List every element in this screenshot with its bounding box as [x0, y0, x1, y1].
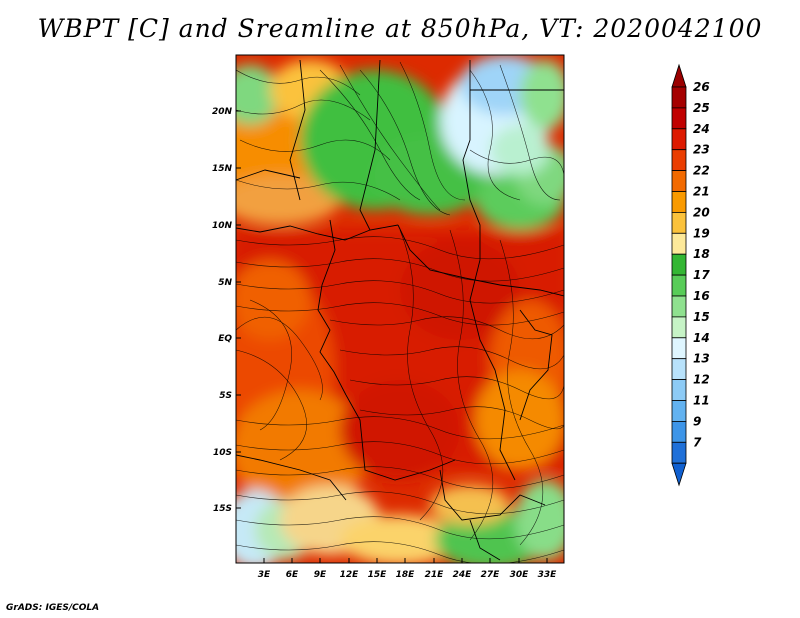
colorbar-label: 17 — [693, 268, 710, 282]
colorbar-segment — [671, 211, 687, 234]
colorbar-label: 23 — [693, 143, 710, 157]
lon-label: 3E — [258, 570, 271, 580]
colorbar-label: 19 — [693, 226, 710, 240]
colorbar-label: 7 — [693, 435, 702, 449]
lat-label: 10N — [212, 221, 233, 231]
lat-label: 10S — [213, 448, 232, 458]
colorbar-label: 25 — [693, 101, 710, 115]
lon-label: 30E — [510, 570, 530, 580]
lat-label: 20N — [212, 107, 233, 117]
colorbar-label: 9 — [693, 414, 701, 428]
lat-label: 15S — [213, 504, 232, 514]
colorbar-label: 14 — [693, 331, 710, 345]
colorbar-label: 12 — [693, 373, 710, 387]
grads-credit: GrADS: IGES/COLA — [6, 603, 100, 613]
colorbar-segment — [671, 191, 687, 213]
lon-label: 9E — [314, 570, 327, 580]
colorbar-label: 22 — [693, 164, 710, 178]
colorbar-segment — [671, 253, 687, 276]
colorbar-label: 18 — [693, 247, 710, 261]
lat-label: 5S — [219, 391, 232, 401]
colorbar-segment — [671, 420, 687, 443]
colorbar: 26 25 24 23 22 21 20 19 18 17 16 15 14 13 12 11 9 7 — [671, 63, 710, 487]
colorbar-segment — [671, 295, 687, 318]
colorbar-segment — [671, 128, 687, 151]
colorbar-segment — [671, 316, 687, 339]
lon-label: 15E — [368, 570, 388, 580]
lon-label: 21E — [425, 570, 445, 580]
colorbar-segment — [671, 170, 687, 192]
lon-label: 33E — [538, 570, 558, 580]
colorbar-label: 20 — [693, 205, 710, 219]
lon-label: 12E — [340, 570, 360, 580]
colorbar-label: 26 — [693, 80, 710, 94]
colorbar-segment — [671, 379, 687, 401]
colorbar-label: 21 — [693, 185, 710, 199]
lon-label: 6E — [286, 570, 299, 580]
lon-label: 24E — [453, 570, 473, 580]
colorbar-bottom-arrow — [671, 462, 687, 487]
country-borders — [236, 59, 564, 561]
colorbar-label: 13 — [693, 352, 710, 366]
colorbar-segment — [671, 149, 687, 171]
colorbar-label: 11 — [693, 394, 710, 408]
colorbar-segment — [671, 86, 687, 109]
colorbar-segment — [671, 274, 687, 297]
map-panel — [236, 55, 564, 563]
longitude-axis: 3E 6E 9E 12E 15E 18E 21E 24E 27E 30E 33E — [258, 558, 557, 580]
colorbar-label: 15 — [693, 310, 710, 324]
latitude-axis: 20N 15N 10N 5N EQ 5S 10S 15S — [212, 107, 241, 514]
colorbar-label: 24 — [693, 122, 710, 136]
lat-label: EQ — [218, 334, 232, 344]
map-title: WBPT [C] and Sreamline at 850hPa, VT: 20… — [37, 14, 763, 43]
map-frame — [235, 54, 565, 564]
colorbar-segment — [671, 400, 687, 422]
colorbar-segment — [671, 232, 687, 255]
colorbar-top-arrow — [671, 63, 687, 88]
colorbar-segment — [671, 358, 687, 381]
colorbar-segment — [671, 441, 687, 464]
colorbar-segment — [671, 107, 687, 130]
colorbar-label: 16 — [693, 289, 710, 303]
lat-label: 5N — [218, 278, 232, 288]
streamlines — [236, 61, 564, 563]
lat-label: 15N — [212, 164, 233, 174]
colorbar-segment — [671, 337, 687, 360]
lon-label: 18E — [396, 570, 416, 580]
lon-label: 27E — [481, 570, 501, 580]
